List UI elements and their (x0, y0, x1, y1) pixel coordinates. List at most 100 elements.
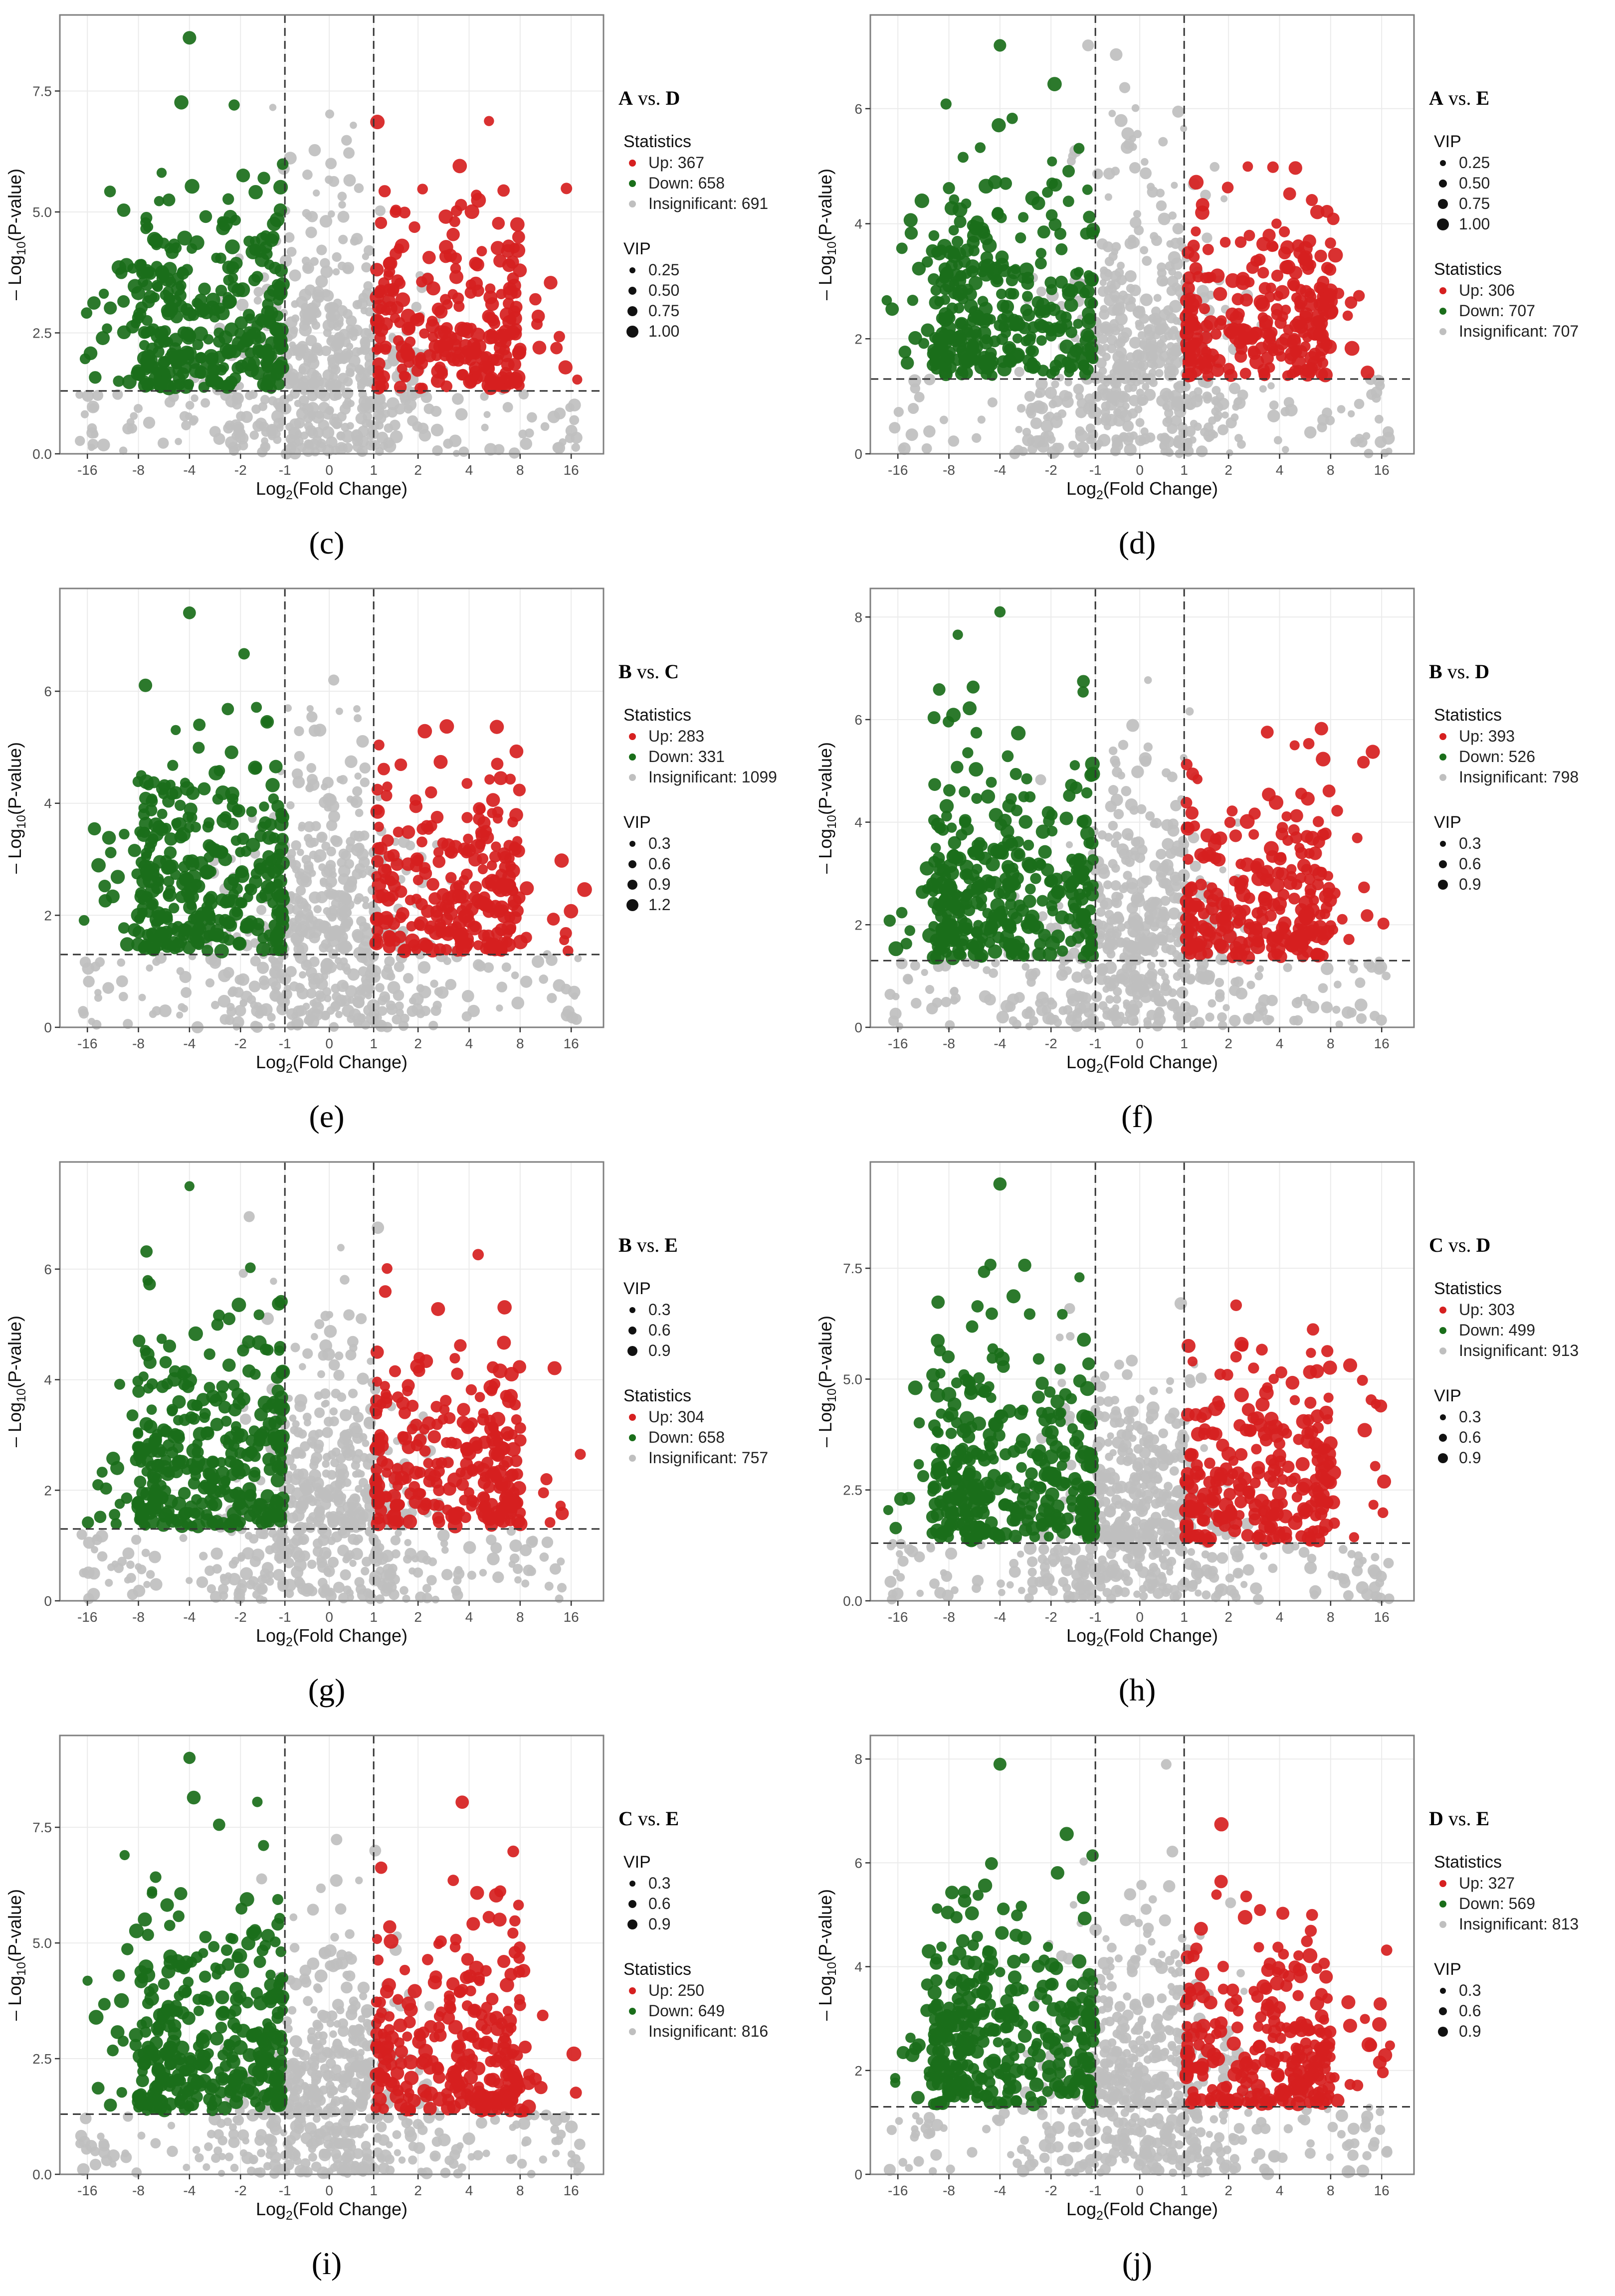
data-point-insig (92, 389, 104, 401)
data-point-down (921, 323, 935, 337)
data-point-up (1312, 329, 1325, 341)
data-point-down (98, 288, 109, 299)
data-point-up (1260, 726, 1274, 739)
data-point-insig (346, 422, 354, 430)
data-point-down (200, 305, 213, 320)
data-point-up (381, 892, 396, 907)
data-point-insig (939, 415, 948, 424)
data-point-insig (336, 890, 347, 901)
y-axis-title: – Log10(P-value) (815, 742, 839, 874)
data-point-insig (321, 783, 328, 790)
data-point-insig (273, 417, 285, 429)
data-point-insig (308, 724, 321, 737)
data-point-down (165, 276, 177, 288)
data-point-up (423, 824, 434, 835)
data-point-up (374, 821, 384, 832)
data-point-insig (467, 1004, 480, 1017)
data-point-insig (380, 441, 388, 450)
data-point-insig (316, 244, 327, 255)
data-point-insig (904, 974, 913, 982)
data-point-insig (1026, 977, 1036, 987)
data-point-down (1081, 314, 1096, 329)
data-point-down (969, 762, 984, 777)
data-point-insig (1096, 238, 1108, 250)
x-tick-label: -4 (183, 1036, 196, 1051)
data-point-insig (1117, 1011, 1125, 1019)
data-point-down (928, 230, 940, 241)
data-point-down (896, 242, 908, 254)
x-tick-label: 2 (414, 462, 422, 478)
data-point-down (944, 353, 955, 365)
data-point-down (118, 922, 130, 934)
data-point-up (1205, 902, 1219, 916)
data-point-up (387, 849, 400, 862)
data-point-insig (1210, 162, 1220, 172)
data-point-down (203, 893, 215, 906)
data-point-insig (1196, 445, 1208, 457)
data-point-up (422, 251, 436, 264)
data-point-insig (239, 999, 247, 1007)
data-point-insig (1114, 114, 1128, 127)
data-point-insig (347, 968, 360, 981)
data-point-insig (327, 890, 335, 899)
data-point-insig (1106, 950, 1116, 959)
data-point-insig (357, 379, 367, 389)
data-point-insig (430, 423, 444, 437)
data-point-up (1273, 291, 1283, 301)
data-point-insig (375, 205, 386, 216)
x-tick-label: 2 (1224, 462, 1232, 478)
data-point-down (952, 235, 964, 248)
data-point-insig (302, 169, 313, 180)
data-point-down (164, 292, 175, 303)
legend-key-vip (626, 326, 638, 338)
data-point-up (1182, 308, 1192, 319)
data-point-insig (1022, 433, 1035, 446)
data-point-down (989, 335, 1001, 348)
data-point-down (1020, 919, 1031, 930)
x-tick-label: -1 (279, 462, 291, 478)
data-point-up (1196, 198, 1210, 212)
data-point-insig (1147, 961, 1156, 970)
data-point-insig (337, 191, 347, 201)
data-point-up (1210, 833, 1221, 845)
data-point-down (190, 235, 204, 250)
data-point-insig (299, 385, 310, 395)
data-point-up (1322, 784, 1336, 797)
data-point-down (1008, 288, 1019, 300)
data-point-insig (1167, 423, 1178, 434)
data-point-down (221, 703, 234, 716)
data-point-insig (1112, 766, 1123, 777)
data-point-insig (547, 993, 557, 1003)
data-point-insig (1226, 449, 1233, 457)
data-point-insig (1043, 430, 1054, 442)
y-axis-title: – Log10(P-value) (4, 169, 28, 300)
data-point-down (883, 914, 896, 927)
data-point-insig (138, 993, 146, 1001)
data-point-insig (1026, 409, 1036, 419)
data-point-down (1004, 343, 1015, 355)
data-point-insig (306, 705, 314, 713)
data-point-up (396, 907, 409, 921)
data-point-insig (461, 990, 474, 1002)
data-point-insig (117, 958, 126, 967)
data-point-insig (1024, 390, 1035, 402)
data-point-up (492, 806, 504, 818)
data-point-insig (306, 711, 318, 723)
y-tick-label: 2 (854, 331, 862, 347)
data-point-insig (289, 269, 301, 282)
data-point-insig (316, 831, 328, 843)
data-point-insig (323, 958, 332, 966)
data-point-insig (301, 959, 313, 971)
data-point-insig (1291, 997, 1303, 1008)
data-point-insig (294, 399, 302, 407)
data-point-insig (1103, 294, 1116, 306)
data-point-up (1300, 285, 1312, 297)
data-point-up (1288, 280, 1300, 292)
data-point-insig (406, 1005, 418, 1017)
data-point-insig (502, 402, 513, 413)
data-point-up (1250, 863, 1262, 874)
x-tick-label: 8 (1327, 462, 1335, 478)
data-point-insig (86, 400, 100, 413)
data-point-insig (1142, 383, 1150, 390)
data-point-insig (472, 959, 484, 971)
